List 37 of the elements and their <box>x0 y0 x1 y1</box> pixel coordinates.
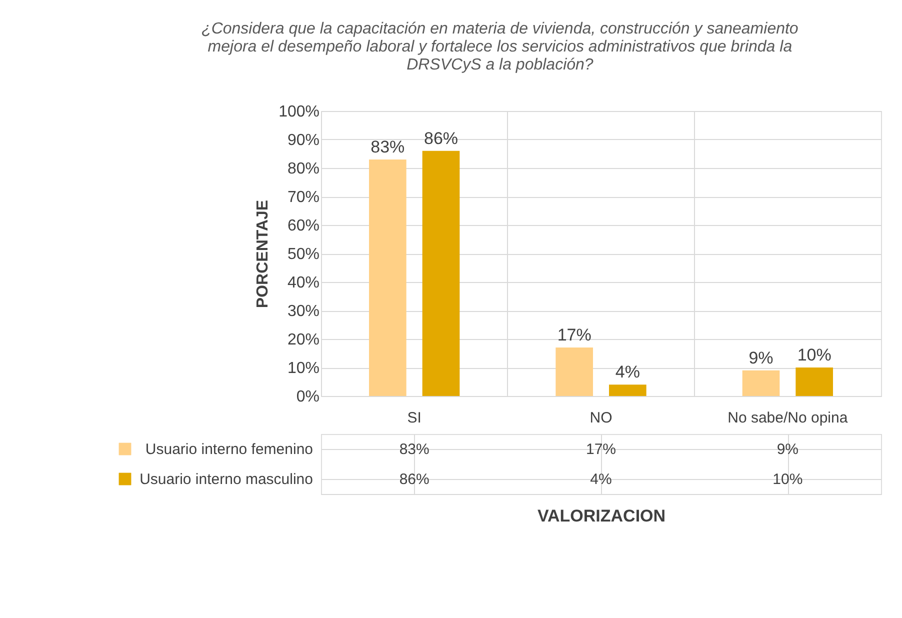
y-tick-label: 40% <box>287 274 320 292</box>
chart-title: ¿Considera que la capacitación en materia de vivienda, construcción y saneamiento mejora el desempeño laboral y fortalece los servicios administrativos que brinda la DRSVCyS a la población? <box>202 20 798 74</box>
bar <box>742 370 780 396</box>
data-label: 4% <box>590 471 612 488</box>
data-label: 10% <box>772 471 803 488</box>
bar <box>609 384 646 396</box>
x-axis-title: VALORIZACION <box>537 506 666 526</box>
text: 86% <box>424 128 458 148</box>
data-label: 86% <box>399 471 430 488</box>
y-tick-label: 60% <box>287 218 320 234</box>
y-tick-label: 10% <box>287 360 320 377</box>
y-axis-title: PORCENTAJE <box>254 200 272 308</box>
data-label: 83% <box>399 441 430 458</box>
bar <box>369 159 406 396</box>
x-tick-label: SI <box>407 410 422 426</box>
text: 10% <box>797 346 832 364</box>
y-tick-label: 90% <box>287 132 320 149</box>
data-label: 9% <box>776 441 799 458</box>
bar <box>556 348 593 396</box>
text: 4% <box>615 362 640 382</box>
x-tick-label: No sabe/No opina <box>728 410 848 426</box>
text: 9% <box>748 348 774 368</box>
y-tick-label: 20% <box>287 332 320 348</box>
y-tick-label: 80% <box>287 160 320 178</box>
text: 17% <box>557 326 592 345</box>
y-tick-label: 70% <box>287 189 320 206</box>
y-tick-label: 30% <box>287 303 320 320</box>
data-label: 17% <box>586 441 616 458</box>
text: 83% <box>370 137 405 156</box>
y-tick-label: 100% <box>278 104 320 120</box>
bar <box>796 368 833 396</box>
legend-label: Usuario interno femenino <box>145 441 313 458</box>
bar <box>422 150 460 396</box>
y-tick-label: 50% <box>287 246 320 263</box>
x-tick-label: NO <box>590 410 612 426</box>
y-tick-label: 0% <box>296 388 320 406</box>
legend-label: Usuario interno masculino <box>140 471 313 488</box>
